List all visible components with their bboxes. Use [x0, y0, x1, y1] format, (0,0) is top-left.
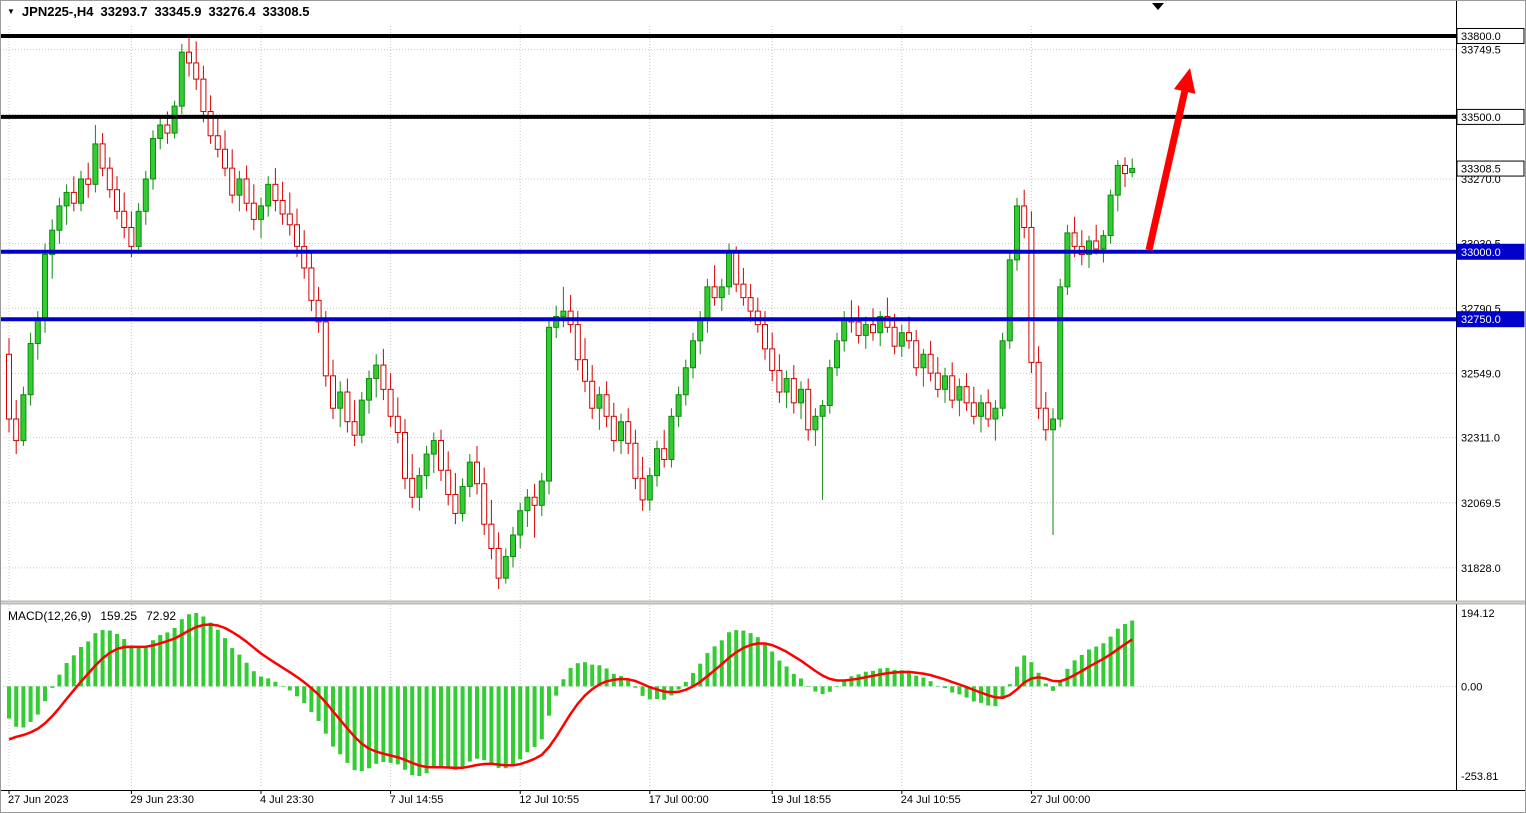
time-tick-label: 17 Jul 00:00	[649, 794, 709, 806]
price-label-box	[1456, 311, 1525, 328]
time-tick-label: 24 Jul 10:55	[901, 794, 961, 806]
chart-shift-marker-icon[interactable]	[1152, 3, 1164, 10]
price-label-text: 33800.0	[1461, 31, 1501, 43]
time-tick-label: 12 Jul 10:55	[519, 794, 579, 806]
time-tick-label: 27 Jul 00:00	[1030, 794, 1090, 806]
price-tick-label: 31828.0	[1461, 563, 1501, 575]
macd-label: MACD(12,26,9) 159.25 72.92	[8, 609, 176, 623]
price-label-text: 32750.0	[1461, 314, 1501, 326]
price-label-box	[1456, 108, 1525, 125]
symbol-dropdown-icon[interactable]: ▼	[7, 6, 15, 16]
macd-main-value: 159.25	[100, 609, 138, 623]
price-tick-label: 32549.0	[1461, 368, 1501, 380]
chart-title-bar: ▼ JPN225-,H4 33293.7 33345.9 33276.4 333…	[7, 4, 309, 19]
macd-signal-value: 72.92	[146, 609, 177, 623]
macd-scale-max: 194.12	[1461, 608, 1495, 620]
trend-arrow[interactable]	[1145, 68, 1196, 251]
time-tick-label: 19 Jul 18:55	[771, 794, 831, 806]
time-tick-label: 4 Jul 23:30	[260, 794, 314, 806]
time-tick-label: 27 Jun 2023	[8, 794, 69, 806]
ohlc-close: 33308.5	[262, 4, 310, 19]
price-label-text: 33500.0	[1461, 112, 1501, 124]
price-tick-label: 33749.5	[1461, 45, 1501, 57]
candlestick-series	[6, 35, 1136, 589]
ohlc-high: 33345.9	[154, 4, 202, 19]
price-tick-label: 32069.5	[1461, 498, 1501, 510]
panel-splitter[interactable]	[0, 600, 1526, 605]
macd-scale-zero: 0.00	[1461, 681, 1482, 693]
price-label-box	[1456, 243, 1525, 260]
macd-indicator	[0, 613, 1456, 776]
horizontal-level-lines[interactable]	[0, 33, 1456, 322]
price-label-text: 33000.0	[1461, 247, 1501, 259]
time-tick-label: 7 Jul 14:55	[390, 794, 444, 806]
ohlc-low: 33276.4	[208, 4, 256, 19]
macd-scale-min: -253.81	[1461, 771, 1498, 783]
price-tick-label: 32311.0	[1461, 433, 1500, 445]
price-label-box	[1456, 27, 1525, 44]
symbol-title: JPN225-,H4	[21, 4, 94, 19]
macd-signal-line	[8, 623, 1133, 770]
arrow-head	[1173, 68, 1196, 94]
price-label-box	[1456, 160, 1525, 177]
price-label-text: 33308.5	[1461, 164, 1501, 176]
time-tick-label: 29 Jun 23:30	[130, 794, 194, 806]
macd-name: MACD(12,26,9)	[8, 609, 92, 623]
price-tick-label: 33270.0	[1461, 174, 1501, 186]
ohlc-open: 33293.7	[100, 4, 148, 19]
